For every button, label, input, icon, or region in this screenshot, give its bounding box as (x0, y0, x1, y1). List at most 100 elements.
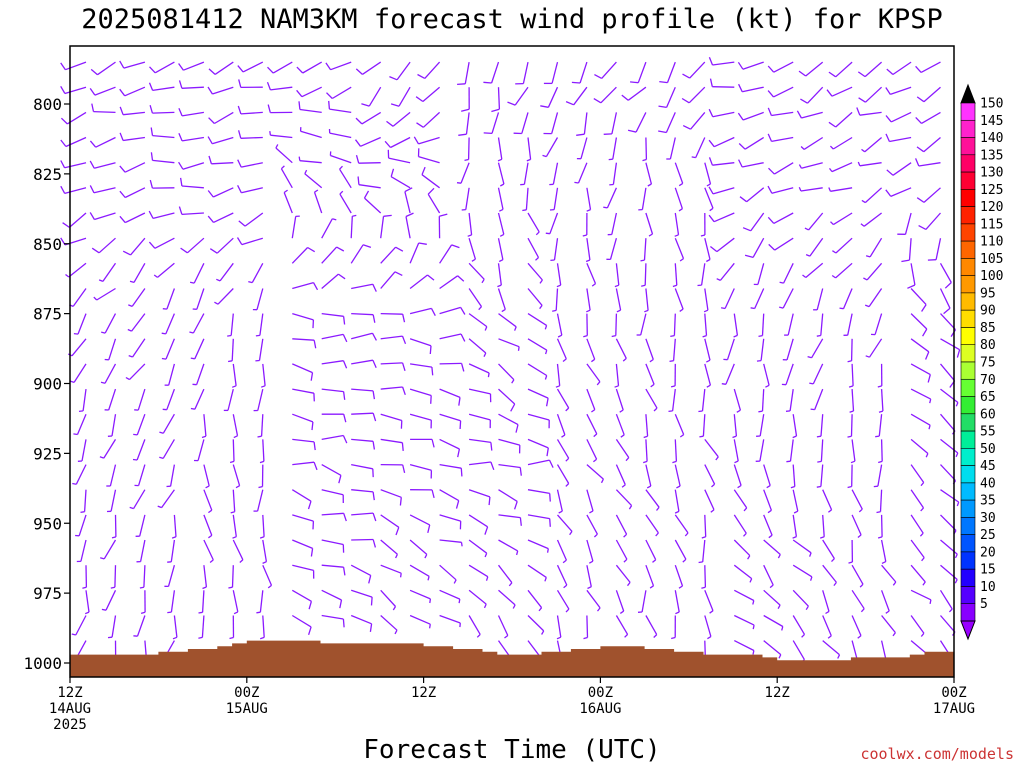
barb-half-flag (339, 165, 343, 170)
barb-staff (645, 414, 649, 437)
wind-barb (897, 212, 912, 235)
barb-staff (674, 590, 680, 613)
barb-half-flag (679, 258, 684, 262)
wind-barb (262, 564, 273, 589)
barb-full-flag (519, 517, 522, 526)
wind-barb (586, 338, 596, 363)
wind-barb (819, 514, 825, 539)
barb-staff (351, 512, 374, 516)
barb-staff (103, 439, 117, 459)
barb-half-flag (153, 274, 158, 278)
barb-half-flag (954, 579, 958, 584)
barb-staff (940, 363, 956, 382)
barb-staff (380, 514, 400, 528)
barb-full-flag (119, 60, 125, 69)
wind-barb (238, 79, 263, 89)
wind-barb (189, 313, 205, 334)
barb-half-flag (159, 431, 164, 434)
barb-full-flag (405, 212, 414, 218)
barb-staff (162, 439, 175, 459)
barb-staff (514, 86, 529, 106)
wind-barb (642, 137, 648, 162)
barb-staff (291, 216, 297, 239)
wind-barb (828, 61, 853, 78)
wind-barb (98, 262, 117, 283)
wind-barb (681, 86, 706, 104)
barb-half-flag (623, 558, 628, 563)
wind-barb (101, 313, 117, 334)
wind-barb (873, 464, 883, 488)
barb-half-flag (239, 559, 244, 563)
barb-staff (132, 338, 146, 358)
barb-half-flag (816, 485, 822, 488)
barb-full-flag (357, 176, 360, 185)
barb-staff (173, 615, 178, 638)
wind-barb (615, 288, 622, 313)
wind-barb (237, 159, 263, 168)
barb-full-flag (266, 81, 272, 91)
barb-staff (108, 338, 117, 360)
barb-half-flag (804, 227, 809, 231)
barb-staff (835, 111, 853, 128)
barb-staff (527, 564, 547, 578)
barb-staff (573, 86, 588, 106)
barb-staff (783, 263, 794, 284)
barb-half-flag (827, 635, 832, 639)
colorbar-label: 35 (980, 494, 996, 509)
barb-staff (910, 589, 932, 601)
barb-half-flag (792, 536, 797, 539)
barb-staff (82, 389, 87, 411)
barb-half-flag (227, 334, 232, 337)
wind-barb (708, 157, 735, 166)
barb-staff (196, 288, 205, 310)
barb-staff (586, 565, 592, 587)
barb-staff (270, 86, 293, 91)
wind-barb (527, 313, 548, 330)
barb-staff (214, 111, 234, 125)
wind-barb (674, 288, 684, 312)
barb-staff (940, 313, 956, 331)
barb-staff (712, 162, 735, 166)
barb-staff (644, 263, 647, 286)
wind-barb (119, 86, 146, 97)
wind-barb (585, 238, 591, 263)
wind-barb (704, 338, 711, 363)
wind-barb (298, 156, 322, 164)
barb-staff (468, 288, 483, 307)
wind-barb (229, 439, 235, 464)
barb-staff (641, 187, 647, 210)
barb-half-flag (837, 654, 841, 659)
barb-staff (166, 388, 176, 410)
barb-full-flag (60, 62, 66, 71)
wind-barb (586, 388, 596, 413)
wind-barb (910, 564, 926, 586)
barb-staff (792, 539, 812, 554)
barb-staff (427, 193, 441, 214)
barb-half-flag (428, 624, 431, 629)
barb-half-flag (499, 233, 505, 237)
wind-barb (326, 86, 352, 100)
barb-half-flag (699, 435, 704, 438)
barb-staff (704, 338, 711, 361)
barb-staff (556, 363, 561, 386)
barb-staff (910, 489, 925, 509)
barb-half-flag (233, 435, 238, 439)
barb-staff (111, 615, 117, 638)
wind-barb (291, 246, 316, 264)
wind-barb (132, 439, 146, 461)
barb-half-flag (161, 357, 167, 360)
colorbar-label: 145 (980, 114, 1003, 129)
wind-barb (699, 414, 706, 438)
wind-barb (576, 137, 588, 160)
barb-staff (627, 86, 647, 101)
barb-full-flag (429, 345, 432, 355)
wind-barb (733, 439, 739, 464)
wind-barb (292, 281, 319, 291)
barb-half-flag (721, 383, 726, 385)
barb-staff (123, 61, 146, 69)
barb-staff (850, 338, 853, 361)
wind-barb (207, 136, 234, 145)
barb-staff (321, 312, 344, 317)
barb-staff (789, 389, 794, 411)
wind-barb (674, 464, 681, 489)
